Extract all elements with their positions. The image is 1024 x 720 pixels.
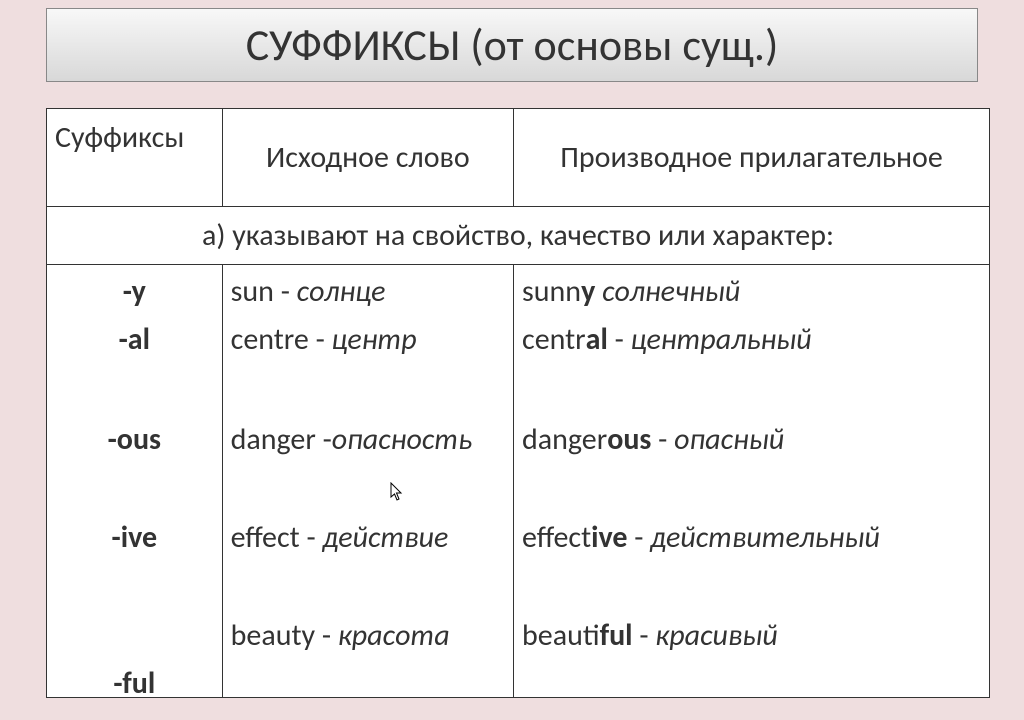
suffix-ous: -ous [55,421,214,469]
title-box: СУФФИКСЫ (от основы сущ.) [46,8,978,82]
cursor-icon [390,482,404,502]
spacer [231,469,505,519]
source-centre: centre - центр [231,321,505,371]
suffix-ive: -ive [55,519,214,567]
suffix-part: y [581,273,595,310]
suffix-part: ous [607,421,651,458]
spacer [55,469,214,519]
spacer [55,567,214,617]
stem: effect [522,519,591,556]
header-suffixes: Суффиксы [47,109,223,206]
translation: центральный [631,321,812,358]
header-derived-adj: Производное прилагательное [514,109,989,206]
translation: центр [332,321,417,358]
page-title: СУФФИКСЫ (от основы сущ.) [246,18,779,72]
header-source-word: Исходное слово [223,109,514,206]
suffix-table: Суффиксы Исходное слово Производное прил… [46,108,990,698]
subtitle-row: а) указывают на свойство, качество или х… [47,207,989,265]
source-sun: sun - солнце [231,273,505,321]
translation: действительный [650,519,880,556]
stem: sunn [522,273,581,310]
sep: - [300,519,323,556]
suffix-ful: -ful [55,665,214,689]
translation: солнце [297,273,386,310]
spacer [522,665,981,689]
derived-column: sunny солнечный central - центральный da… [514,265,989,697]
sep: - [309,321,332,358]
spacer [231,665,505,689]
table-body: -y -al -ous -ive -ful sun - солнце centr… [47,265,989,697]
lex: effect [231,519,300,556]
translation: красивый [655,617,777,654]
lex: centre [231,321,309,358]
derived-beautiful: beautiful - красивый [522,617,981,665]
sep: - [316,421,332,458]
translation: солнечный [602,273,740,310]
sep: - [274,273,297,310]
translation: красота [338,617,450,654]
spacer [522,469,981,519]
sep: - [628,519,651,556]
source-danger: danger -опасность [231,421,505,469]
translation: опасность [332,421,472,458]
sep: - [315,617,338,654]
suffix-al: -al [55,321,214,371]
sep: - [651,421,674,458]
suffix-y: -y [55,273,214,321]
spacer [55,617,214,665]
lex: beauty [231,617,315,654]
spacer [231,371,505,421]
stem: centr [522,321,586,358]
derived-sunny: sunny солнечный [522,273,981,321]
source-word-column: sun - солнце centre - центр danger -опас… [223,265,514,697]
source-effect: effect - действие [231,519,505,567]
derived-central: central - центральный [522,321,981,371]
sep: - [633,617,656,654]
suffix-column: -y -al -ous -ive -ful [47,265,223,697]
spacer [55,371,214,421]
stem: beauti [522,617,600,654]
lex: danger [231,421,316,458]
sep: - [608,321,631,358]
translation: действие [322,519,448,556]
suffix-part: ive [591,519,627,556]
derived-dangerous: dangerous - опасный [522,421,981,469]
spacer [231,567,505,617]
translation: опасный [674,421,784,458]
spacer [522,371,981,421]
suffix-part: al [586,321,608,358]
spacer [522,567,981,617]
lex: sun [231,273,274,310]
table-header-row: Суффиксы Исходное слово Производное прил… [47,109,989,207]
suffix-part: ful [600,617,633,654]
stem: danger [522,421,607,458]
source-beauty: beauty - красота [231,617,505,665]
derived-effective: effective - действительный [522,519,981,567]
